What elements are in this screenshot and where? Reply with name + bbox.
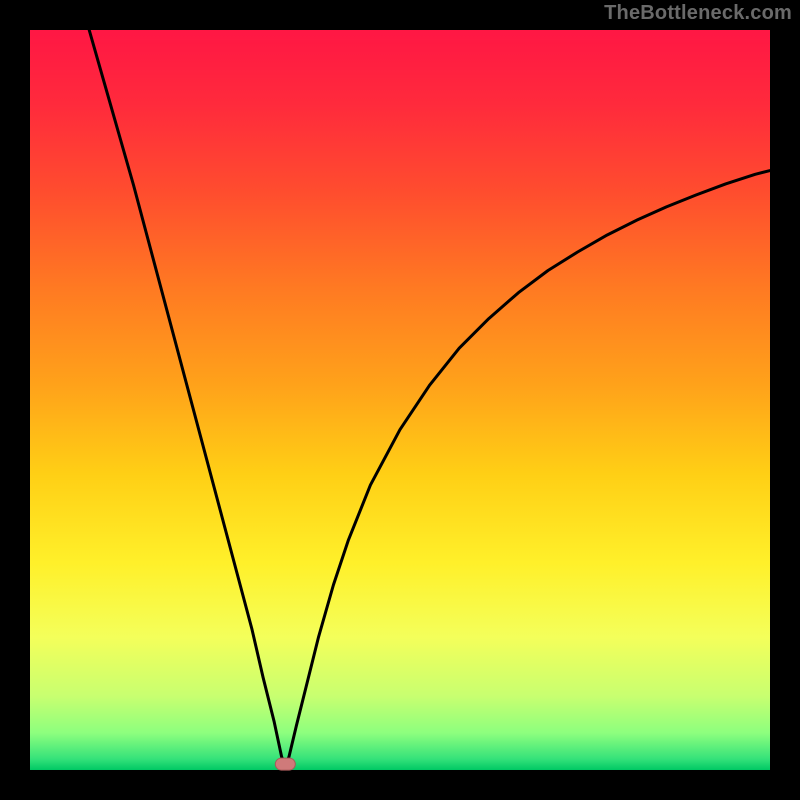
plot-background-gradient [30,30,770,770]
bottleneck-chart [0,0,800,800]
optimal-point-marker [275,758,295,770]
chart-container: TheBottleneck.com [0,0,800,800]
watermark-text: TheBottleneck.com [604,2,792,25]
